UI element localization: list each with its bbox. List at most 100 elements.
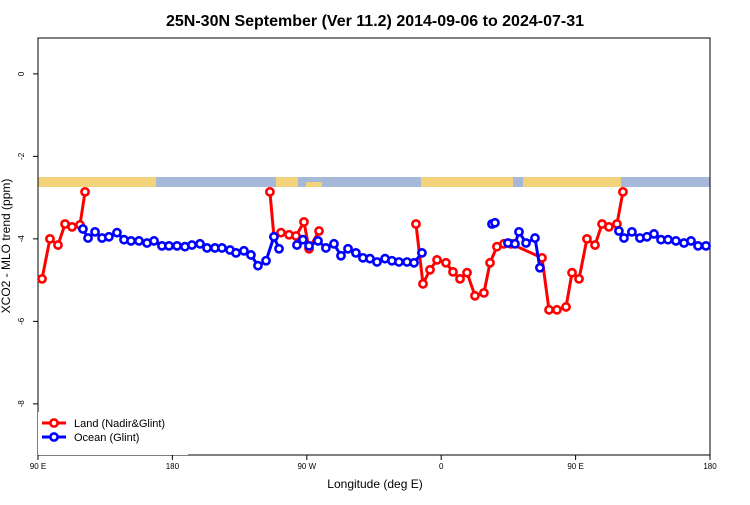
data-point bbox=[164, 240, 174, 251]
data-point bbox=[432, 255, 442, 265]
data-point bbox=[269, 231, 279, 242]
data-point bbox=[372, 257, 382, 267]
data-point bbox=[448, 266, 458, 277]
data-point bbox=[618, 186, 628, 197]
data-point bbox=[462, 267, 472, 278]
data-point bbox=[231, 247, 241, 258]
data-point bbox=[83, 233, 93, 243]
map-strip bbox=[38, 177, 710, 187]
data-point bbox=[626, 226, 637, 237]
data-point bbox=[291, 231, 301, 241]
y-axis-label: XCO2 - MLO trend (ppm) bbox=[0, 179, 13, 314]
data-point bbox=[490, 217, 500, 228]
data-point bbox=[304, 240, 314, 251]
data-point bbox=[172, 240, 182, 251]
data-point bbox=[693, 240, 703, 251]
data-point bbox=[239, 245, 249, 256]
data-point bbox=[479, 288, 489, 298]
data-point bbox=[411, 219, 421, 229]
data-point bbox=[417, 247, 427, 258]
data-point bbox=[485, 257, 495, 268]
data-point bbox=[253, 260, 263, 271]
data-point bbox=[261, 255, 271, 266]
data-point bbox=[202, 243, 212, 253]
plot-frame bbox=[37, 37, 711, 456]
x-tick-label: 180 bbox=[166, 462, 180, 471]
y-tick-label: -8 bbox=[17, 400, 26, 408]
data-point bbox=[567, 267, 577, 278]
data-point bbox=[276, 227, 286, 238]
legend-label: Ocean (Glint) bbox=[74, 432, 139, 444]
data-point bbox=[514, 226, 524, 237]
data-point bbox=[299, 217, 309, 227]
data-point bbox=[246, 250, 256, 260]
data-point bbox=[663, 234, 673, 245]
y-tick-label: 0 bbox=[17, 71, 26, 76]
data-point bbox=[561, 302, 571, 312]
data-point bbox=[409, 257, 419, 268]
data-point bbox=[590, 240, 600, 250]
data-point bbox=[217, 243, 227, 253]
x-tick-label: 0 bbox=[439, 462, 444, 471]
data-point bbox=[126, 236, 136, 246]
data-point bbox=[78, 224, 88, 234]
data-point bbox=[292, 240, 302, 250]
data-point bbox=[45, 233, 55, 244]
data-point bbox=[67, 222, 77, 232]
legend-label: Land (Nadir&Glint) bbox=[74, 418, 165, 430]
data-point bbox=[510, 238, 520, 249]
data-point bbox=[321, 243, 331, 253]
data-point bbox=[604, 222, 614, 232]
data-point bbox=[701, 240, 711, 251]
y-tick-label: -2 bbox=[17, 152, 26, 160]
data-point bbox=[53, 240, 63, 250]
chart-title: 25N-30N September (Ver 11.2) 2014-09-06 … bbox=[166, 13, 584, 30]
data-point bbox=[313, 236, 323, 246]
x-tick-label: 90 E bbox=[567, 462, 583, 471]
data-point bbox=[343, 243, 353, 254]
data-point bbox=[134, 236, 144, 246]
data-point bbox=[530, 233, 540, 243]
data-point bbox=[80, 186, 90, 197]
data-point bbox=[195, 238, 205, 249]
data-point bbox=[112, 227, 122, 238]
data-point bbox=[470, 290, 480, 301]
data-point bbox=[314, 226, 324, 236]
data-point bbox=[535, 262, 545, 273]
data-point bbox=[455, 273, 465, 284]
x-axis-label: Longitude (deg E) bbox=[327, 477, 422, 491]
data-point bbox=[298, 234, 308, 245]
data-point bbox=[329, 238, 339, 249]
y-tick-label: -4 bbox=[17, 235, 26, 243]
data-point bbox=[274, 243, 284, 254]
data-point bbox=[90, 226, 100, 237]
x-tick-label: 180 bbox=[703, 462, 717, 471]
data-point bbox=[671, 236, 681, 246]
legend-marker bbox=[49, 432, 59, 442]
data-point bbox=[336, 250, 346, 261]
data-point bbox=[104, 231, 114, 242]
data-point bbox=[37, 273, 47, 284]
data-point bbox=[649, 229, 659, 239]
data-point bbox=[149, 236, 159, 246]
legend: Land (Nadir&Glint) Ocean (Glint) bbox=[38, 412, 188, 455]
x-tick-label: 90 W bbox=[297, 462, 316, 471]
data-point bbox=[425, 264, 435, 275]
data-point bbox=[614, 226, 624, 236]
data-point bbox=[521, 238, 531, 248]
y-tick-label: -6 bbox=[17, 317, 26, 325]
data-point bbox=[552, 304, 562, 315]
data-point bbox=[418, 278, 428, 289]
data-point bbox=[394, 257, 404, 267]
data-point bbox=[574, 273, 584, 284]
data-point bbox=[582, 233, 592, 244]
data-point bbox=[619, 233, 629, 243]
x-tick-label: 90 E bbox=[30, 462, 46, 471]
legend-marker bbox=[49, 418, 59, 428]
data-point bbox=[441, 257, 451, 268]
data-point bbox=[544, 304, 554, 315]
data-point bbox=[686, 236, 696, 246]
data-point bbox=[265, 186, 275, 197]
data-point bbox=[187, 240, 197, 250]
